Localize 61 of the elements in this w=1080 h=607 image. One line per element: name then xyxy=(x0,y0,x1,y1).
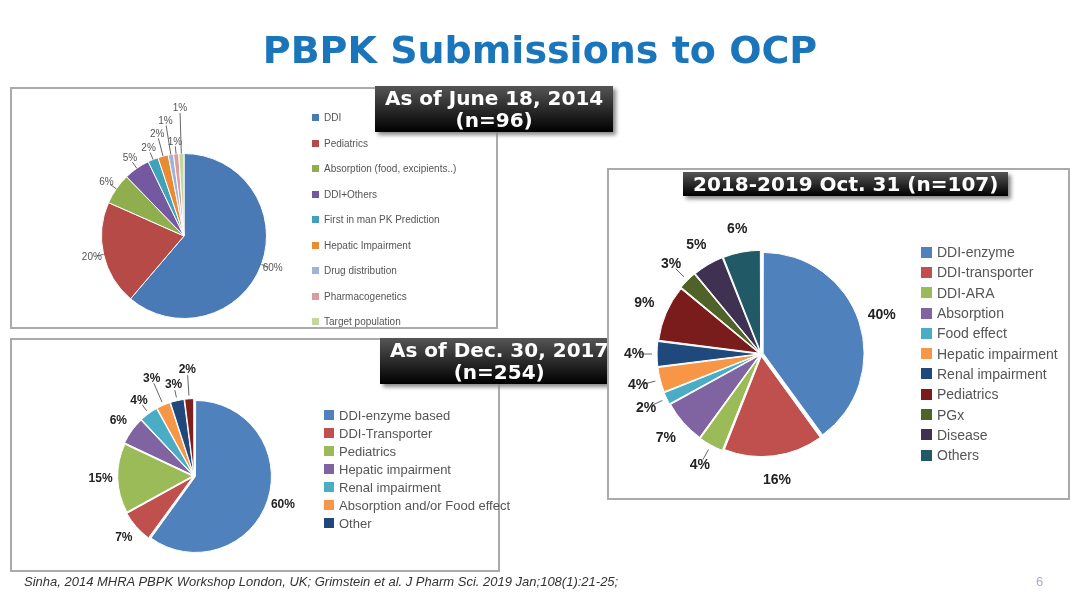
data-label: 4% xyxy=(689,456,711,473)
legend-label: Pediatrics xyxy=(339,443,397,459)
legend-label: Others xyxy=(937,447,980,464)
legend-label: DDI+Others xyxy=(324,188,378,200)
data-label: 60% xyxy=(262,262,283,274)
data-label: 2% xyxy=(178,362,197,377)
legend-label: Absorption and/or Food effect xyxy=(339,497,511,513)
data-label: 2% xyxy=(141,142,156,154)
legend-label: Other xyxy=(339,515,372,531)
legend-label: DDI-transporter xyxy=(937,264,1034,281)
data-label: 60% xyxy=(270,497,296,512)
data-label: 1% xyxy=(167,135,183,147)
legend-label: DDI-enzyme xyxy=(937,244,1015,261)
data-label: 15% xyxy=(88,471,113,486)
data-label: 6% xyxy=(109,413,128,428)
legend-label: Renal impairment xyxy=(937,365,1047,382)
legend-label: Renal impairment xyxy=(339,479,441,495)
legend-label: Hepatic impairment xyxy=(937,345,1058,362)
data-label: 5% xyxy=(122,152,138,164)
text: 6 xyxy=(1036,574,1044,589)
legend-label: Absorption xyxy=(937,305,1004,322)
data-label: 1% xyxy=(172,102,188,114)
data-label: 3% xyxy=(661,255,682,272)
data-label: 16% xyxy=(762,470,792,487)
data-label: 3% xyxy=(143,370,161,385)
chart-title: As of Dec. 30, 2017 (n=254) xyxy=(380,338,619,384)
legend-label: Target population xyxy=(324,316,401,328)
legend-label: Disease xyxy=(937,426,988,443)
legend-label: Drug distribution xyxy=(324,265,397,277)
data-label: 3% xyxy=(164,377,183,392)
legend-label: Pharmacogenetics xyxy=(324,290,407,302)
data-label: 1% xyxy=(158,114,173,126)
text: Sinha, 2014 MHRA PBPK Workshop London, UK; Grimstein et al. J Pharm Sci. 2019 Jan;108(1):21-25; xyxy=(24,574,619,589)
data-label: 2% xyxy=(635,398,657,415)
data-label: 7% xyxy=(655,428,677,445)
chart-title: 2018-2019 Oct. 31 (n=107) xyxy=(683,172,1009,196)
data-label: 6% xyxy=(99,175,114,187)
legend-label: Pediatrics xyxy=(324,137,368,149)
data-label: 4% xyxy=(130,392,149,407)
legend-label: Pediatrics xyxy=(937,386,999,403)
legend-label: DDI-enzyme based xyxy=(339,407,451,423)
data-label: 5% xyxy=(686,235,708,252)
data-label: 4% xyxy=(627,376,649,393)
legend-label: DDI-ARA xyxy=(937,284,995,301)
data-label: 6% xyxy=(727,220,748,237)
data-label: 2% xyxy=(150,127,165,139)
text: As of June 18, 2014 (n=96) xyxy=(375,86,614,132)
legend-label: Absorption (food, excipients..) xyxy=(324,163,457,175)
legend-label: PGx xyxy=(937,406,965,423)
data-label: 9% xyxy=(634,294,656,311)
legend-label: Food effect xyxy=(937,325,1007,342)
data-label: 20% xyxy=(81,250,102,262)
legend-label: DDI xyxy=(324,112,342,124)
data-label: 7% xyxy=(115,530,133,545)
data-label: 4% xyxy=(623,344,645,361)
data-label: 40% xyxy=(867,305,897,322)
legend-label: Hepatic impairment xyxy=(339,461,451,477)
legend-label: First in man PK Prediction xyxy=(324,214,440,226)
legend-label: DDI-Transporter xyxy=(339,425,433,441)
chart-title: PBPK Submissions to OCP xyxy=(261,28,819,72)
legend-label: Hepatic Impairment xyxy=(324,239,411,251)
